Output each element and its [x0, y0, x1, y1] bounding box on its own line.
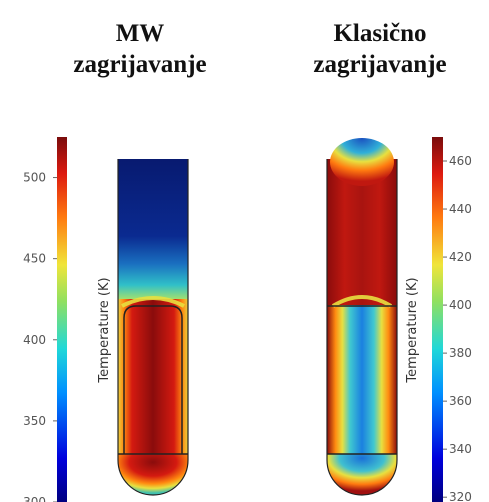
colorbar-right: 460 440 420 400 380 360 340 320	[432, 137, 472, 502]
colorbar-left-bar	[57, 137, 67, 502]
tube-classic-outline	[326, 159, 398, 496]
tube-mw-liquid-meniscus	[121, 296, 185, 308]
colorbar-tick-label: 300	[23, 495, 46, 502]
tube-mw-liquid-boundary	[123, 305, 183, 454]
colorbar-tick-label: 400	[449, 298, 472, 312]
colorbar-tick-label: 320	[449, 490, 472, 502]
colorbar-tick-label: 460	[449, 154, 472, 168]
tube-mw-top-region	[118, 159, 188, 299]
title-classic-line2: zagrijavanje	[313, 51, 447, 78]
colorbar-right-ticks: 460 440 420 400 380 360 340 320	[443, 154, 472, 502]
title-classic-line1: Klasično	[333, 20, 427, 47]
axis-label-left: Temperature (K)	[97, 277, 112, 383]
title-classic-heating: Klasično zagrijavanje	[280, 18, 480, 80]
tube-mw-outline	[117, 159, 189, 496]
title-mw-heating: MW zagrijavanje	[40, 18, 240, 80]
colorbar-tick-label: 420	[449, 250, 472, 264]
colorbar-left-ticks: 500 450 400 350 300	[23, 171, 57, 502]
tube-mw-bottom	[118, 454, 188, 495]
colorbar-tick-label: 380	[449, 346, 472, 360]
colorbar-tick-label: 360	[449, 394, 472, 408]
colorbar-tick-label: 350	[23, 414, 46, 428]
colorbar-right-bar	[432, 137, 443, 502]
colorbar-tick-label: 440	[449, 202, 472, 216]
tube-mw-hot-core	[118, 299, 188, 454]
colorbar-tick-label: 450	[23, 252, 46, 266]
title-mw-line1: MW	[115, 20, 165, 47]
tube-mw	[117, 159, 189, 496]
title-mw-line2: zagrijavanje	[73, 51, 207, 78]
colorbar-tick-label: 500	[23, 171, 46, 185]
axis-label-right: Temperature (K)	[405, 277, 420, 383]
tube-classic	[326, 138, 398, 496]
colorbar-left: 500 450 400 350 300	[23, 137, 67, 502]
tube-classic-cool-core	[327, 305, 397, 454]
tube-classic-meniscus	[331, 295, 393, 308]
tube-classic-bottom	[327, 454, 397, 495]
tube-classic-top-cap	[330, 138, 394, 186]
colorbar-tick-label: 340	[449, 442, 472, 456]
colorbar-tick-label: 400	[23, 333, 46, 347]
